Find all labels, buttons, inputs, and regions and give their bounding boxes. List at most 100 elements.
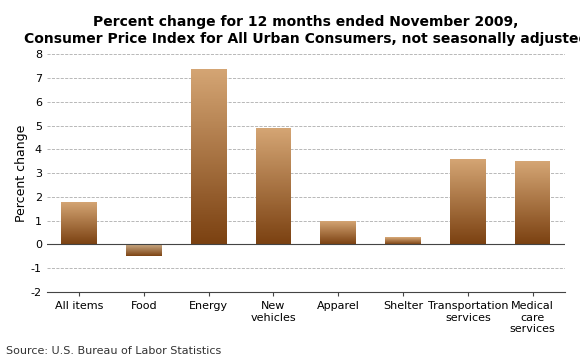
Bar [256,233,291,234]
Bar [256,223,291,224]
Bar [191,237,227,238]
Bar [191,108,227,109]
Bar [191,185,227,186]
Bar [515,169,550,170]
Bar [191,183,227,184]
Bar [515,239,550,240]
Bar [191,103,227,104]
Bar [256,157,291,158]
Bar [450,206,485,207]
Bar [515,171,550,172]
Bar [515,202,550,203]
Bar [256,239,291,240]
Bar [450,179,485,180]
Bar [191,158,227,159]
Bar [515,175,550,176]
Bar [256,136,291,137]
Bar [191,114,227,115]
Bar [191,229,227,230]
Bar [450,214,485,215]
Bar [450,159,485,160]
Bar [515,164,550,165]
Bar [191,76,227,77]
Bar [256,229,291,230]
Bar [256,184,291,185]
Bar [256,152,291,153]
Bar [450,242,485,243]
Bar [450,175,485,176]
Bar [450,236,485,237]
Bar [256,146,291,147]
Bar [191,101,227,102]
Bar [515,203,550,204]
Bar [450,192,485,193]
Bar [450,233,485,234]
Bar [191,237,227,238]
Bar [256,159,291,160]
Bar [515,165,550,166]
Bar [191,243,227,244]
Bar [515,191,550,192]
Bar [256,176,291,177]
Bar [256,185,291,186]
Bar [515,225,550,226]
Bar [256,173,291,174]
Bar [191,132,227,133]
Bar [450,232,485,233]
Bar [256,156,291,157]
Bar [256,230,291,231]
Bar [191,182,227,183]
Bar [191,141,227,143]
Bar [191,224,227,225]
Bar [256,155,291,156]
Bar [450,205,485,206]
Bar [256,131,291,132]
Bar [450,184,485,185]
Bar [191,217,227,218]
Bar [256,174,291,175]
Bar [515,187,550,188]
Bar [191,190,227,191]
Bar [450,165,485,166]
Bar [191,118,227,119]
Bar [191,113,227,114]
Bar [191,82,227,83]
Bar [256,192,291,193]
Bar [191,88,227,89]
Bar [450,190,485,191]
Bar [450,235,485,236]
Bar [191,96,227,97]
Bar [256,218,291,219]
Bar [450,191,485,192]
Bar [191,115,227,116]
Bar [256,141,291,142]
Bar [191,195,227,196]
Bar [256,234,291,235]
Bar [191,136,227,137]
Bar [515,162,550,163]
Bar [515,200,550,201]
Bar [191,94,227,95]
Bar [191,145,227,146]
Bar [450,226,485,227]
Bar [256,243,291,244]
Bar [450,169,485,170]
Bar [191,227,227,228]
Bar [191,240,227,241]
Bar [450,221,485,222]
Bar [256,205,291,206]
Bar [191,135,227,136]
Bar [450,210,485,211]
Bar [256,201,291,202]
Bar [450,216,485,217]
Bar [191,97,227,98]
Bar [191,72,227,73]
Bar [450,218,485,219]
Bar [256,222,291,223]
Bar [191,199,227,201]
Bar [191,120,227,121]
Bar [191,179,227,180]
Bar [450,178,485,179]
Bar [515,166,550,167]
Bar [191,203,227,204]
